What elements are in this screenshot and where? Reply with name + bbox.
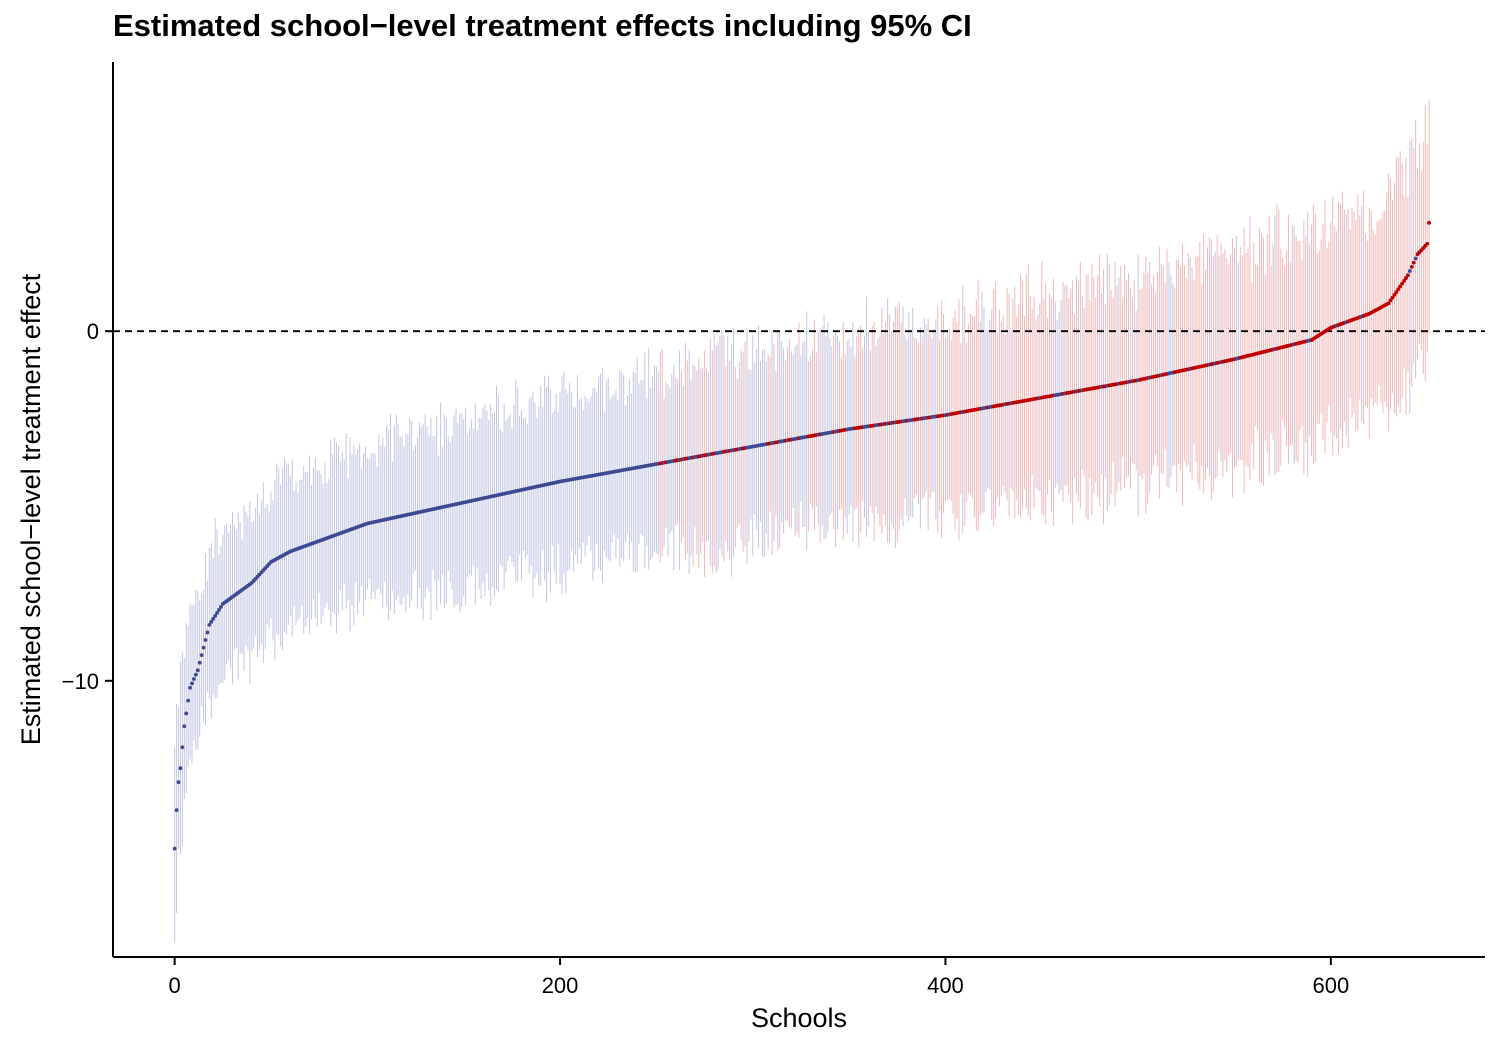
y-axis-ticks: −10 0 [62, 319, 113, 694]
estimate-point [215, 610, 219, 615]
estimate-point [197, 660, 202, 665]
chart-title: Estimated school−level treatment effects… [113, 8, 972, 43]
estimate-point [1406, 273, 1410, 278]
x-tick-label: 400 [927, 973, 964, 998]
estimate-point [1427, 220, 1432, 225]
estimate-point [172, 846, 177, 851]
estimate-point [209, 619, 214, 624]
estimate-point [180, 745, 185, 750]
estimate-point [1398, 284, 1403, 289]
estimate-point [176, 780, 181, 785]
estimate-point [188, 685, 192, 690]
estimate-point [205, 630, 210, 635]
confidence-intervals [174, 99, 1430, 944]
estimate-point [184, 711, 189, 716]
estimate-point [178, 766, 183, 771]
estimate-point [1390, 295, 1395, 300]
x-tick-label: 200 [542, 973, 579, 998]
estimate-point [1413, 256, 1418, 261]
y-axis-title: Estimated school−level treatment effect [16, 273, 46, 745]
estimate-point [192, 677, 196, 681]
estimate-point [207, 622, 212, 627]
x-tick-label: 600 [1312, 973, 1349, 998]
estimate-points [172, 220, 1432, 851]
y-tick-label: −10 [62, 669, 99, 694]
estimate-point [193, 672, 198, 677]
estimate-point [203, 638, 208, 642]
estimate-point [1386, 301, 1391, 306]
estimate-point [1407, 269, 1412, 273]
estimate-point [1388, 298, 1393, 303]
x-axis-title: Schools [751, 1003, 847, 1033]
estimate-point [211, 616, 216, 621]
estimate-point [195, 668, 200, 673]
estimate-point [219, 604, 223, 609]
estimate-point [190, 681, 194, 686]
estimate-point [1411, 260, 1416, 265]
x-tick-label: 0 [169, 973, 181, 998]
estimate-point [201, 645, 206, 650]
estimate-point [1400, 281, 1405, 286]
estimate-point [213, 613, 218, 618]
estimate-point [1425, 241, 1430, 246]
estimate-point [199, 653, 204, 658]
estimate-point [186, 698, 191, 703]
estimate-point [182, 724, 187, 729]
estimate-point [1392, 292, 1397, 297]
estimate-point [217, 607, 221, 612]
estimate-point [1404, 276, 1408, 280]
y-tick-label: 0 [87, 319, 99, 344]
estimate-point [174, 808, 179, 813]
estimate-point [1396, 287, 1401, 292]
estimate-point [1409, 264, 1414, 269]
estimate-point [1402, 278, 1406, 283]
x-axis-ticks: 0 200 400 600 [169, 957, 1349, 998]
estimate-point [1394, 290, 1399, 294]
